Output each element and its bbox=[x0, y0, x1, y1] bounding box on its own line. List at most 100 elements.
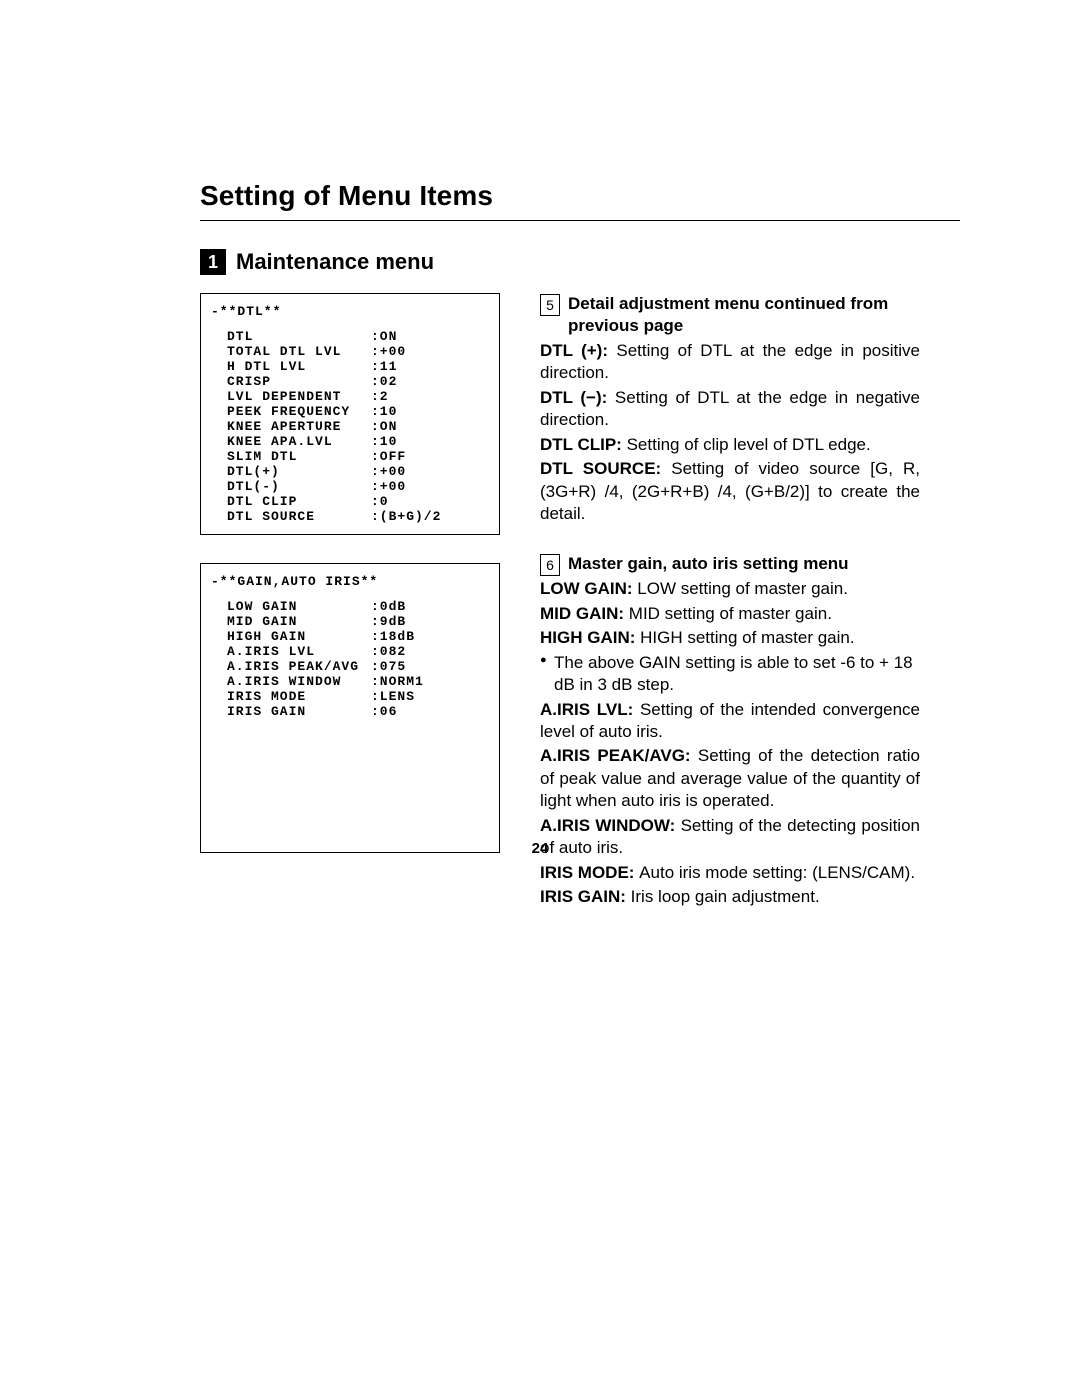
menu-row: IRIS GAIN:06 bbox=[211, 704, 489, 719]
definition-term: A.IRIS LVL: bbox=[540, 700, 640, 719]
menu-row: SLIM DTL:OFF bbox=[211, 449, 489, 464]
menu-row-value: :+00 bbox=[371, 479, 489, 494]
block-5-heading-text: Detail adjustment menu continued from pr… bbox=[568, 293, 920, 338]
menu-row: DTL(+):+00 bbox=[211, 464, 489, 479]
dtl-menu-box: -**DTL** DTL:ONTOTAL DTL LVL:+00H DTL LV… bbox=[200, 293, 500, 535]
page-title: Setting of Menu Items bbox=[200, 180, 960, 212]
block-5: 5 Detail adjustment menu continued from … bbox=[540, 293, 920, 525]
menu-row-value: :ON bbox=[371, 329, 489, 344]
menu-row: KNEE APERTURE:ON bbox=[211, 419, 489, 434]
definition-para: IRIS MODE: Auto iris mode setting: (LENS… bbox=[540, 862, 920, 884]
definition-desc: HIGH setting of master gain. bbox=[640, 628, 854, 647]
menu-row-label: IRIS MODE bbox=[211, 689, 371, 704]
menu-row-label: DTL(+) bbox=[211, 464, 371, 479]
menu-row-value: :18dB bbox=[371, 629, 489, 644]
section-number-box: 1 bbox=[200, 249, 226, 275]
menu-row: PEEK FREQUENCY:10 bbox=[211, 404, 489, 419]
definition-term: HIGH GAIN: bbox=[540, 628, 640, 647]
menu-row-label: DTL SOURCE bbox=[211, 509, 371, 524]
menu-row-value: :075 bbox=[371, 659, 489, 674]
menu-row: KNEE APA.LVL:10 bbox=[211, 434, 489, 449]
block-6-heading: 6 Master gain, auto iris setting menu bbox=[540, 553, 920, 576]
menu-row-value: :0dB bbox=[371, 599, 489, 614]
left-column: -**DTL** DTL:ONTOTAL DTL LVL:+00H DTL LV… bbox=[200, 293, 500, 853]
gain-menu-box: -**GAIN,AUTO IRIS** LOW GAIN:0dBMID GAIN… bbox=[200, 563, 500, 853]
menu-row: DTL CLIP:0 bbox=[211, 494, 489, 509]
menu-row-value: :NORM1 bbox=[371, 674, 489, 689]
block-6-bottom-items: A.IRIS LVL: Setting of the intended conv… bbox=[540, 699, 920, 909]
block-5-items: DTL (+): Setting of DTL at the edge in p… bbox=[540, 340, 920, 526]
menu-row-label: LOW GAIN bbox=[211, 599, 371, 614]
menu-row: TOTAL DTL LVL:+00 bbox=[211, 344, 489, 359]
block-6-bullet: The above GAIN setting is able to set -6… bbox=[540, 652, 920, 697]
menu-row-label: KNEE APA.LVL bbox=[211, 434, 371, 449]
definition-desc: Setting of clip level of DTL edge. bbox=[627, 435, 871, 454]
definition-para: LOW GAIN: LOW setting of master gain. bbox=[540, 578, 920, 600]
dtl-menu-rows: DTL:ONTOTAL DTL LVL:+00H DTL LVL:11CRISP… bbox=[211, 329, 489, 524]
menu-row-value: :OFF bbox=[371, 449, 489, 464]
menu-row-label: H DTL LVL bbox=[211, 359, 371, 374]
menu-row-value: :+00 bbox=[371, 344, 489, 359]
definition-term: IRIS GAIN: bbox=[540, 887, 631, 906]
menu-row-value: :ON bbox=[371, 419, 489, 434]
menu-row-label: DTL bbox=[211, 329, 371, 344]
menu-row-label: A.IRIS PEAK/AVG bbox=[211, 659, 371, 674]
definition-term: DTL CLIP: bbox=[540, 435, 627, 454]
menu-row-label: SLIM DTL bbox=[211, 449, 371, 464]
definition-para: A.IRIS PEAK/AVG: Setting of the detectio… bbox=[540, 745, 920, 812]
menu-row: H DTL LVL:11 bbox=[211, 359, 489, 374]
menu-row-value: :+00 bbox=[371, 464, 489, 479]
definition-term: DTL SOURCE: bbox=[540, 459, 671, 478]
block-5-number: 5 bbox=[540, 294, 560, 316]
menu-row-label: KNEE APERTURE bbox=[211, 419, 371, 434]
definition-para: MID GAIN: MID setting of master gain. bbox=[540, 603, 920, 625]
menu-row-label: DTL(-) bbox=[211, 479, 371, 494]
definition-para: HIGH GAIN: HIGH setting of master gain. bbox=[540, 627, 920, 649]
menu-row-value: :11 bbox=[371, 359, 489, 374]
menu-row-label: PEEK FREQUENCY bbox=[211, 404, 371, 419]
menu-row-label: LVL DEPENDENT bbox=[211, 389, 371, 404]
menu-row-value: :06 bbox=[371, 704, 489, 719]
menu-row-label: IRIS GAIN bbox=[211, 704, 371, 719]
block-6-top-items: LOW GAIN: LOW setting of master gain. MID… bbox=[540, 578, 920, 649]
menu-row-label: A.IRIS LVL bbox=[211, 644, 371, 659]
menu-row: CRISP:02 bbox=[211, 374, 489, 389]
page: Setting of Menu Items 1 Maintenance menu… bbox=[0, 0, 1080, 997]
gain-menu-rows: LOW GAIN:0dBMID GAIN:9dBHIGH GAIN:18dBA.… bbox=[211, 599, 489, 719]
definition-term: DTL (+): bbox=[540, 341, 616, 360]
menu-row: DTL:ON bbox=[211, 329, 489, 344]
menu-row: A.IRIS PEAK/AVG:075 bbox=[211, 659, 489, 674]
menu-row-value: :02 bbox=[371, 374, 489, 389]
dtl-menu-header: -**DTL** bbox=[211, 304, 489, 319]
menu-row-value: :LENS bbox=[371, 689, 489, 704]
menu-row: LVL DEPENDENT:2 bbox=[211, 389, 489, 404]
definition-desc: Iris loop gain adjustment. bbox=[631, 887, 820, 906]
definition-term: A.IRIS PEAK/AVG: bbox=[540, 746, 698, 765]
title-rule bbox=[200, 220, 960, 221]
definition-para: A.IRIS LVL: Setting of the intended conv… bbox=[540, 699, 920, 744]
definition-para: DTL (−): Setting of DTL at the edge in n… bbox=[540, 387, 920, 432]
menu-row-value: :(B+G)/2 bbox=[371, 509, 489, 524]
menu-row-value: :10 bbox=[371, 434, 489, 449]
menu-row-value: :082 bbox=[371, 644, 489, 659]
definition-desc: LOW setting of master gain. bbox=[637, 579, 848, 598]
menu-row-value: :0 bbox=[371, 494, 489, 509]
definition-para: IRIS GAIN: Iris loop gain adjustment. bbox=[540, 886, 920, 908]
page-number: 24 bbox=[0, 840, 1080, 857]
menu-row: LOW GAIN:0dB bbox=[211, 599, 489, 614]
gain-menu-header: -**GAIN,AUTO IRIS** bbox=[211, 574, 489, 589]
block-6-heading-text: Master gain, auto iris setting menu bbox=[568, 553, 849, 575]
menu-row: A.IRIS WINDOW:NORM1 bbox=[211, 674, 489, 689]
definition-desc: MID setting of master gain. bbox=[629, 604, 832, 623]
menu-row-label: A.IRIS WINDOW bbox=[211, 674, 371, 689]
definition-term: A.IRIS WINDOW: bbox=[540, 816, 681, 835]
definition-para: DTL (+): Setting of DTL at the edge in p… bbox=[540, 340, 920, 385]
definition-para: DTL CLIP: Setting of clip level of DTL e… bbox=[540, 434, 920, 456]
definition-term: MID GAIN: bbox=[540, 604, 629, 623]
menu-row-value: :9dB bbox=[371, 614, 489, 629]
menu-row-value: :2 bbox=[371, 389, 489, 404]
definition-term: IRIS MODE: bbox=[540, 863, 639, 882]
menu-row-label: TOTAL DTL LVL bbox=[211, 344, 371, 359]
menu-row-label: CRISP bbox=[211, 374, 371, 389]
menu-row-label: HIGH GAIN bbox=[211, 629, 371, 644]
